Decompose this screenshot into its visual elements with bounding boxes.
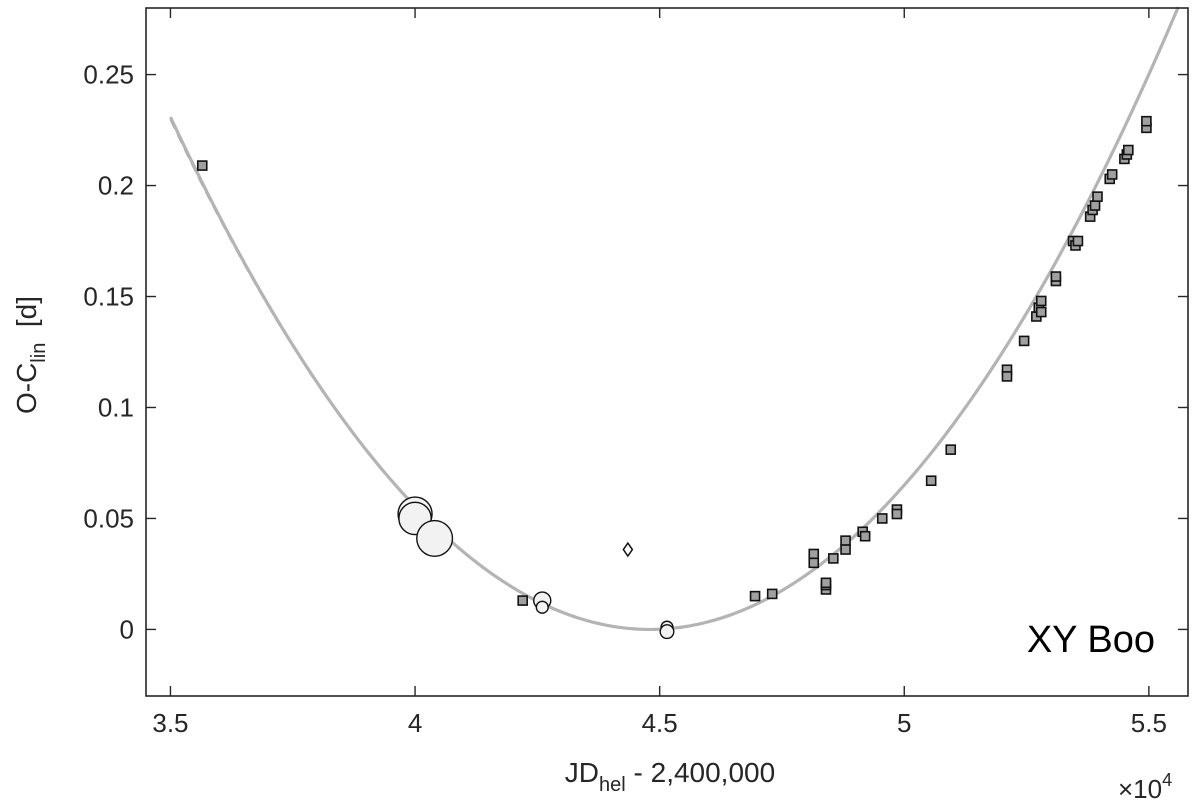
- x-axis-label: JDhel - 2,400,000: [565, 757, 775, 796]
- data-point-square: [749, 590, 761, 602]
- data-point-square: [808, 548, 820, 560]
- data-point-square: [840, 535, 851, 546]
- y-tick-label: 0.1: [98, 392, 134, 422]
- data-point-square: [945, 444, 957, 455]
- y-axis-label-main: O-C: [11, 363, 42, 414]
- data-point-square: [859, 530, 871, 542]
- data-point-diamond: [622, 541, 634, 558]
- x-tick-label: 4: [408, 708, 422, 738]
- data-point-square: [1050, 271, 1062, 282]
- data-point-square: [925, 475, 937, 487]
- data-point-square: [891, 508, 903, 520]
- data-point-square: [1123, 144, 1134, 156]
- data-point-square: [876, 513, 888, 524]
- x-exponent-base: ×10: [1118, 774, 1162, 804]
- ticks-layer: 3.5 4 4.5 5 5.5 0 0.05 0.1 0.15 0.2 0.25: [83, 8, 1188, 738]
- x-tick-label: 4.5: [642, 708, 678, 738]
- data-point-square: [1035, 306, 1047, 318]
- data-point-square: [196, 160, 208, 171]
- x-axis-label-main: JD: [565, 757, 599, 788]
- data-point-circle: [416, 519, 454, 557]
- y-axis-label-sub: lin: [28, 343, 50, 363]
- data-point-square: [828, 553, 839, 564]
- x-axis-label-rest: - 2,400,000: [626, 757, 775, 788]
- y-tick-label: 0.05: [83, 503, 134, 533]
- y-axis-label: O-Clin [d]: [11, 296, 50, 414]
- data-point-square: [1141, 115, 1152, 127]
- x-tick-label: 5: [897, 708, 911, 738]
- data-point-circle: [535, 600, 549, 614]
- data-points-layer: [196, 115, 1152, 640]
- x-tick-label: 3.5: [152, 708, 188, 738]
- data-point-square: [1035, 295, 1047, 307]
- y-tick-label: 0: [120, 614, 134, 644]
- data-point-square: [1018, 335, 1030, 347]
- star-name-annotation: XY Boo: [1027, 619, 1155, 661]
- data-point-square: [1092, 191, 1103, 202]
- axes-box: [145, 7, 1189, 697]
- y-tick-label: 0.25: [83, 60, 134, 90]
- x-exponent-power: 4: [1162, 770, 1172, 790]
- data-point-square: [1106, 169, 1118, 180]
- fit-curve-layer: [169, 6, 1180, 632]
- x-axis-label-sub: hel: [599, 774, 626, 796]
- data-point-square: [1072, 235, 1084, 247]
- data-point-square: [808, 557, 820, 569]
- fit-curve-solid: [169, 6, 1180, 632]
- x-tick-label: 5.5: [1131, 708, 1167, 738]
- data-point-square: [517, 595, 528, 606]
- data-point-square: [840, 544, 851, 555]
- y-tick-label: 0.2: [98, 171, 134, 201]
- data-point-square: [766, 588, 778, 600]
- y-tick-label: 0.15: [83, 282, 134, 312]
- y-axis-label-rest: [d]: [11, 296, 42, 343]
- data-point-square: [1089, 200, 1101, 211]
- data-point-square: [820, 577, 832, 589]
- data-point-square: [1001, 371, 1013, 382]
- data-point-circle: [659, 624, 675, 640]
- x-exponent-label: ×104: [1118, 770, 1172, 804]
